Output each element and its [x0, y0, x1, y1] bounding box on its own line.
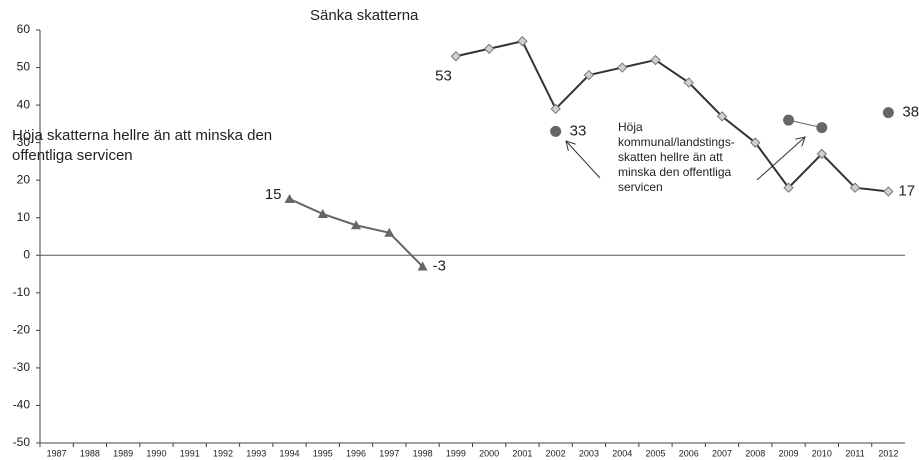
marker — [384, 227, 395, 237]
x-tick-label: 2012 — [878, 448, 898, 458]
series-label: Sänka skatterna — [310, 7, 419, 24]
series-line — [455, 40, 889, 193]
marker — [450, 51, 462, 62]
x-tick-label: 2008 — [745, 448, 765, 458]
y-tick-label: 0 — [23, 247, 30, 261]
marker — [750, 137, 761, 148]
x-tick-label: 2002 — [546, 448, 566, 458]
marker — [583, 69, 595, 81]
x-tick-label: 1995 — [313, 448, 333, 458]
marker — [716, 111, 728, 122]
y-tick-label: -40 — [13, 398, 31, 412]
x-tick-label: 1990 — [146, 448, 166, 458]
series-label: Höja skatterna hellre än att minska den … — [12, 127, 273, 164]
marker — [883, 186, 894, 197]
series-label: Höja kommunal/landstings-skatten hellre … — [618, 120, 735, 194]
marker — [483, 43, 495, 54]
data-label: 53 — [435, 67, 452, 84]
x-tick-label: 2000 — [479, 448, 499, 458]
marker — [849, 182, 861, 193]
marker — [550, 103, 561, 115]
x-tick-label: 2004 — [612, 448, 632, 458]
x-tick-label: 2006 — [679, 448, 699, 458]
y-tick-label: 30 — [17, 135, 31, 149]
y-tick-label: -30 — [13, 360, 31, 374]
marker — [317, 208, 328, 218]
x-tick-label: 1996 — [346, 448, 366, 458]
data-label: -3 — [433, 258, 446, 275]
marker — [650, 54, 661, 66]
x-tick-label: 2009 — [779, 448, 799, 458]
y-tick-label: 50 — [17, 60, 31, 74]
x-tick-label: 1988 — [80, 448, 100, 458]
y-tick-label: 40 — [17, 97, 31, 111]
marker — [617, 62, 628, 73]
y-tick-label: -50 — [13, 435, 31, 449]
marker — [683, 77, 694, 88]
x-tick-label: 2001 — [512, 448, 532, 458]
x-tick-label: 1993 — [246, 448, 266, 458]
data-label: 15 — [265, 186, 282, 203]
x-tick-label: 1992 — [213, 448, 233, 458]
data-label: 38 — [902, 104, 919, 121]
y-tick-label: 60 — [17, 22, 31, 36]
marker — [517, 36, 528, 47]
x-tick-label: 2011 — [845, 448, 864, 458]
series-line — [789, 113, 889, 128]
series-line — [289, 198, 424, 268]
marker — [284, 193, 295, 203]
x-tick-label: 2003 — [579, 448, 599, 458]
arrow — [756, 137, 805, 181]
data-label: 17 — [898, 182, 915, 199]
data-label: 33 — [570, 122, 587, 139]
marker — [783, 114, 795, 126]
x-tick-label: 1989 — [113, 448, 133, 458]
x-tick-label: 1997 — [379, 448, 399, 458]
y-tick-label: -20 — [13, 323, 31, 337]
x-tick-label: 1991 — [180, 448, 200, 458]
x-tick-label: 2010 — [812, 448, 832, 458]
marker — [816, 148, 828, 160]
y-tick-label: -10 — [13, 285, 31, 299]
marker — [550, 125, 562, 137]
marker — [783, 182, 794, 193]
x-tick-label: 1987 — [47, 448, 67, 458]
y-tick-label: 10 — [17, 210, 31, 224]
marker — [816, 122, 828, 134]
marker — [351, 220, 362, 230]
x-tick-label: 2005 — [645, 448, 665, 458]
marker — [882, 107, 894, 119]
marker — [417, 261, 428, 271]
x-tick-label: 1994 — [280, 448, 300, 458]
x-tick-label: 1998 — [413, 448, 433, 458]
x-tick-label: 2007 — [712, 448, 732, 458]
y-tick-label: 20 — [17, 172, 31, 186]
arrow — [566, 141, 601, 179]
x-tick-label: 1999 — [446, 448, 466, 458]
